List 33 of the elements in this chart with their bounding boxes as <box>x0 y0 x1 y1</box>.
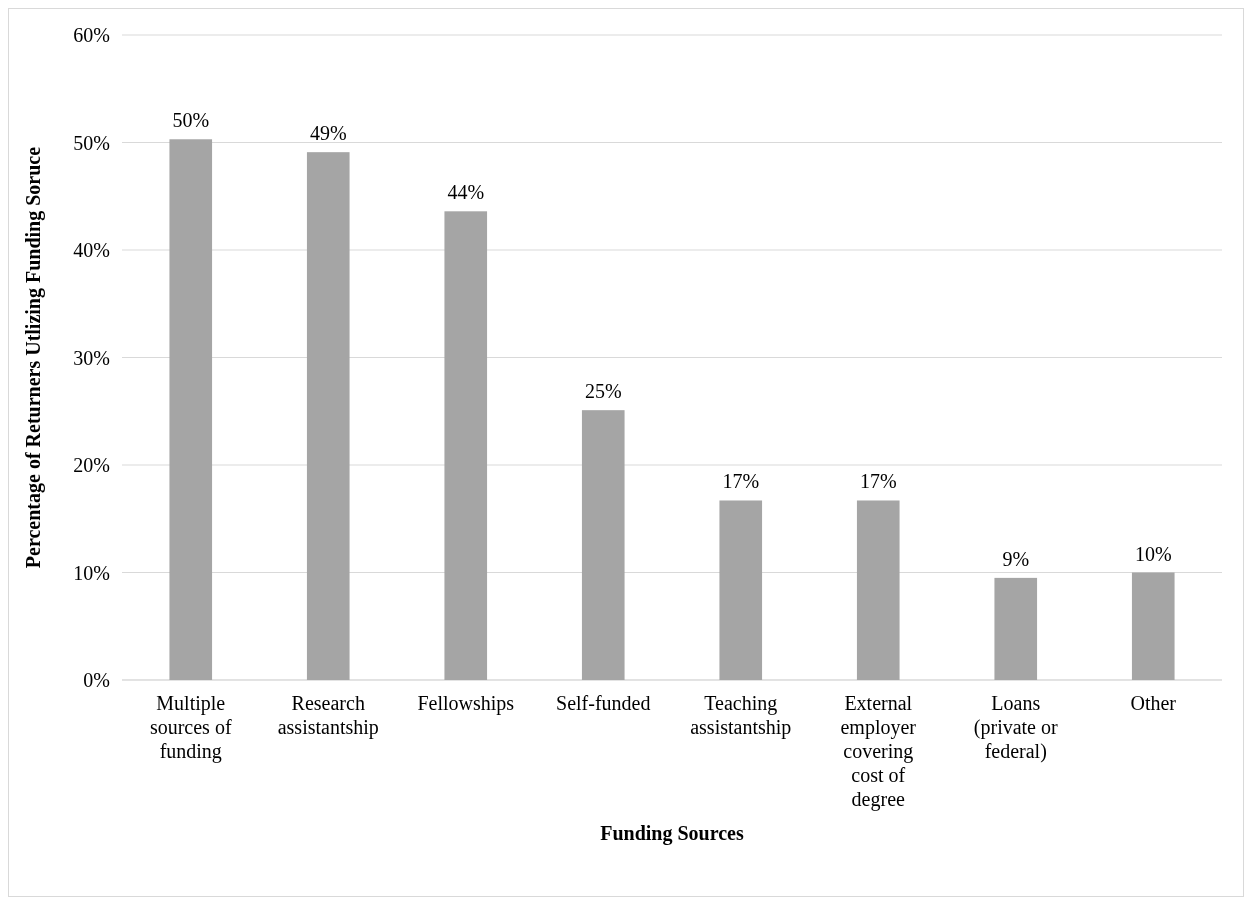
y-tick-label: 0% <box>83 669 110 691</box>
x-tick-label: Other <box>1130 692 1177 714</box>
x-tick-label: Fellowships <box>417 692 515 715</box>
data-label: 50% <box>172 109 210 132</box>
x-tick-label: Teaching assistantship <box>690 692 792 739</box>
data-label: 49% <box>309 122 347 145</box>
data-label: 44% <box>447 181 485 204</box>
x-tick-label: Loans (private or federal) <box>973 692 1059 763</box>
y-tick-label: 20% <box>73 454 110 476</box>
y-tick-label: 10% <box>73 561 110 584</box>
x-tick-label: Research assistantship <box>277 692 379 739</box>
x-tick-label: Self-funded <box>556 692 651 714</box>
bar <box>1131 572 1175 680</box>
data-label: 25% <box>584 380 622 403</box>
y-tick-label: 50% <box>73 131 110 154</box>
y-axis-title: Percentage of Returners Utlizing Funding Soruce <box>22 146 45 569</box>
bar <box>169 139 213 680</box>
data-label: 17% <box>859 470 897 493</box>
bar <box>306 152 350 680</box>
bar <box>994 577 1038 680</box>
data-label: 9% <box>1002 547 1030 570</box>
y-tick-label: 60% <box>73 24 110 46</box>
bar <box>856 500 900 680</box>
x-axis-title: Funding Sources <box>600 822 744 845</box>
y-tick-label: 30% <box>73 346 110 369</box>
x-tick-label: Multiple sources of funding <box>149 692 232 763</box>
data-label: 10% <box>1134 542 1172 565</box>
bar <box>581 410 625 680</box>
x-tick-label: External employer covering cost of degree <box>840 692 917 811</box>
bar <box>444 211 488 680</box>
bar <box>719 500 763 680</box>
data-label: 17% <box>722 470 760 493</box>
y-tick-label: 40% <box>73 239 110 261</box>
